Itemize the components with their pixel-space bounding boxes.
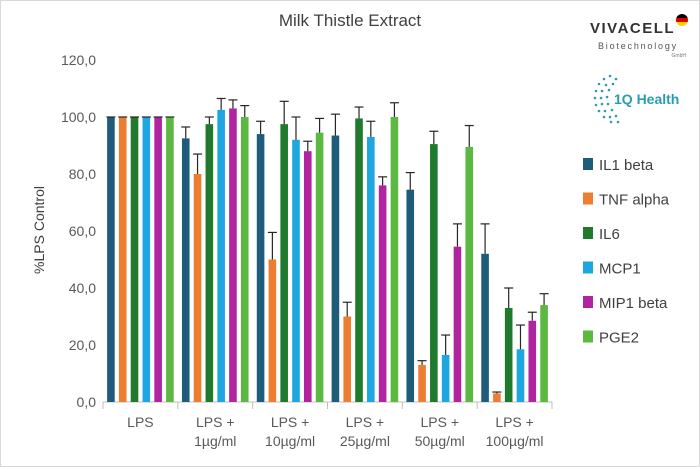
legend-swatch (583, 158, 593, 170)
y-tick-label: 120,0 (61, 52, 96, 68)
bar-mip1-beta (528, 320, 537, 402)
legend-label: MIP1 beta (599, 295, 668, 312)
bar-mip1-beta (378, 185, 387, 402)
y-tick-label: 60,0 (69, 223, 96, 239)
y-tick-label: 80,0 (69, 166, 96, 182)
bar-il6 (504, 307, 513, 402)
bar-il1-beta (107, 117, 115, 402)
bar-tnf-alpha (418, 364, 426, 402)
bar-mip1-beta (303, 151, 312, 402)
legend-label: PGE2 (599, 330, 639, 347)
dot-globe-icon (593, 74, 620, 124)
bar-pge2 (240, 117, 249, 402)
vivacell-sub: Biotechnology (598, 41, 678, 51)
bar-il1-beta (331, 135, 340, 402)
bar-pge2 (465, 146, 474, 402)
legend-swatch (583, 296, 593, 308)
x-tick-label: LPS + (271, 414, 310, 430)
legend-swatch (583, 227, 593, 239)
bar-mcp1 (367, 136, 375, 402)
x-tick-label: LPS (127, 414, 153, 430)
bar-tnf-alpha (193, 174, 202, 402)
y-tick-label: 40,0 (69, 280, 96, 296)
x-tick-label: 1µg/ml (194, 433, 236, 449)
legend-swatch (583, 330, 593, 343)
bar-mip1-beta (229, 108, 237, 402)
bar-pge2 (315, 132, 324, 403)
legend-label: MCP1 (599, 261, 641, 278)
x-tick-label: LPS + (196, 414, 235, 430)
bar-il6 (430, 144, 438, 402)
bar-il1-beta (256, 134, 265, 402)
vivacell-gmbh: GmbH (671, 53, 686, 59)
bar-il1-beta (481, 253, 489, 402)
vivacell-brand: VIVACELL (590, 20, 676, 37)
bar-pge2 (166, 117, 174, 402)
legend: IL1 beta TNF alpha IL6 MCP1 MIP1 beta PGE2 (583, 157, 670, 347)
y-axis-label: %LPS Control (31, 186, 47, 274)
y-tick-label: 100,0 (61, 109, 96, 125)
legend-label: IL6 (599, 226, 620, 243)
bar-il6 (205, 124, 214, 402)
bar-il6 (355, 118, 363, 403)
bar-mcp1 (217, 109, 225, 402)
bar-il1-beta (181, 138, 190, 402)
bar-tnf-alpha (118, 117, 127, 402)
legend-label: IL1 beta (599, 157, 654, 174)
bar-il1-beta (406, 189, 415, 402)
x-tick-label: 10µg/ml (265, 433, 315, 449)
vivacell-logo: VIVACELL Biotechnology GmbH (590, 12, 690, 59)
x-tick-label: LPS + (346, 414, 385, 430)
bar-tnf-alpha (343, 316, 352, 402)
bar-mcp1 (516, 349, 525, 402)
bar-tnf-alpha (493, 393, 501, 402)
bar-tnf-alpha (268, 259, 277, 402)
y-tick-label: 20,0 (69, 337, 96, 353)
bar-pge2 (390, 117, 399, 402)
bar-mip1-beta (154, 117, 162, 402)
iq-health-name: 1Q Health (614, 91, 680, 107)
bar-mip1-beta (453, 246, 462, 402)
bar-pge2 (540, 305, 548, 402)
bar-mcp1 (441, 354, 450, 402)
iq-health-logo: 1Q Health (592, 70, 692, 130)
y-tick-label: 0,0 (77, 394, 97, 410)
bar-il6 (130, 117, 139, 402)
german-flag-icon (676, 14, 688, 26)
x-tick-label: 100µg/ml (486, 433, 544, 449)
bar-mcp1 (292, 139, 300, 403)
legend-swatch (583, 261, 593, 274)
bar-il6 (280, 124, 288, 402)
x-tick-label: LPS + (420, 414, 459, 430)
legend-swatch (583, 192, 593, 205)
plot-area: 0,0 20,0 40,0 60,0 80,0 100,0 120,0 LPS LPS + 1µg… (61, 52, 553, 449)
bar-mcp1 (142, 117, 151, 402)
x-tick-label: 50µg/ml (415, 433, 465, 449)
x-tick-label: 25µg/ml (340, 433, 390, 449)
chart-title: Milk Thistle Extract (279, 11, 422, 30)
legend-label: TNF alpha (599, 192, 670, 209)
x-tick-label: LPS + (495, 414, 534, 430)
